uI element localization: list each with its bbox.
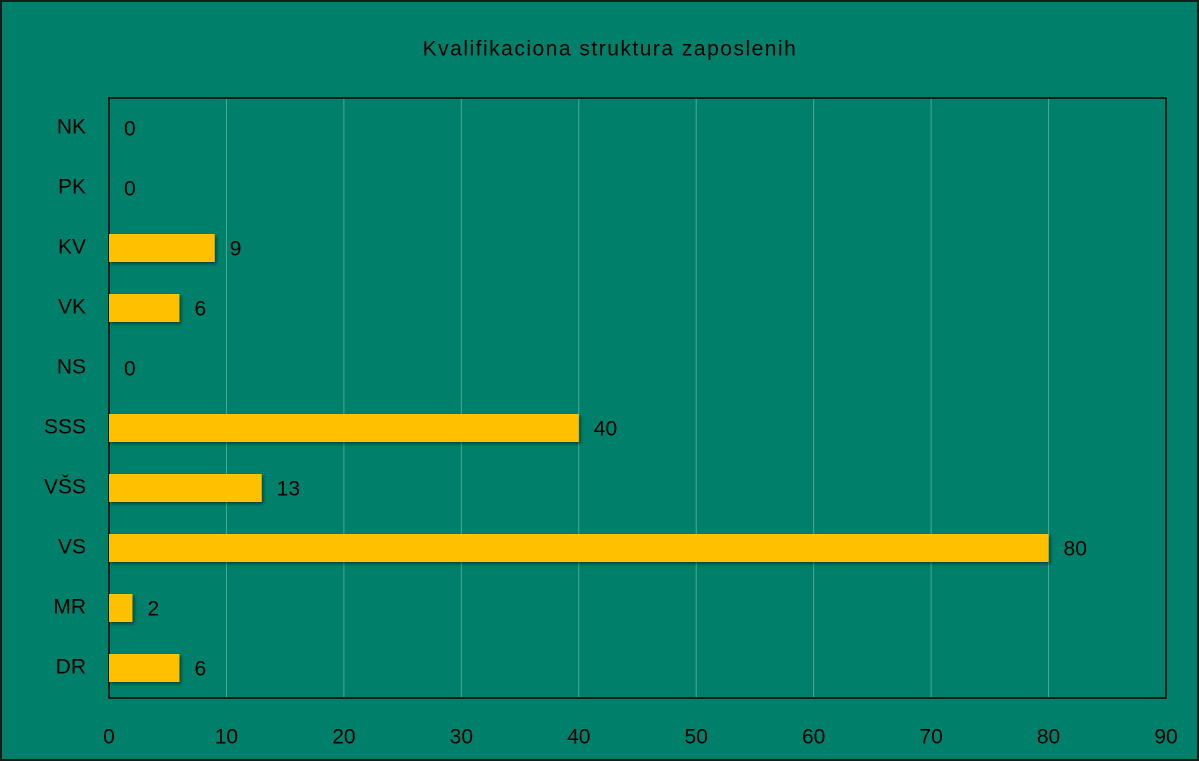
bar — [109, 294, 180, 322]
x-tick-label: 70 — [919, 726, 942, 749]
bar — [109, 594, 133, 622]
x-tick-label: 40 — [567, 726, 590, 749]
data-label: 9 — [230, 238, 242, 261]
y-tick-label: DR — [56, 656, 86, 679]
data-label: 6 — [194, 658, 206, 681]
y-tick-label: MR — [53, 596, 86, 619]
bar — [109, 474, 262, 502]
data-label: 13 — [277, 478, 300, 501]
bar — [109, 654, 180, 682]
data-label: 0 — [124, 178, 136, 201]
x-tick-label: 60 — [802, 726, 825, 749]
bar — [109, 414, 579, 442]
data-label: 40 — [594, 418, 617, 441]
data-label: 2 — [147, 598, 159, 621]
x-tick-label: 90 — [1154, 726, 1177, 749]
y-tick-label: VK — [58, 296, 86, 319]
x-tick-label: 20 — [332, 726, 355, 749]
y-tick-label: NS — [57, 356, 86, 379]
y-tick-label: SSS — [44, 416, 86, 439]
x-tick-label: 10 — [215, 726, 238, 749]
y-tick-label: VŠS — [44, 476, 86, 499]
x-tick-label: 30 — [450, 726, 473, 749]
y-tick-label: KV — [58, 236, 86, 259]
plot-area — [108, 97, 1167, 699]
data-label: 0 — [124, 358, 136, 381]
bar — [109, 534, 1049, 562]
data-label: 6 — [194, 298, 206, 321]
x-tick-label: 0 — [103, 726, 115, 749]
x-tick-label: 50 — [685, 726, 708, 749]
x-tick-label: 80 — [1037, 726, 1060, 749]
data-label: 0 — [124, 118, 136, 141]
y-tick-label: VS — [58, 536, 86, 559]
chart-title: Kvalifikaciona struktura zaposlenih — [423, 38, 798, 61]
data-label: 80 — [1064, 538, 1087, 561]
y-tick-label: NK — [57, 116, 86, 139]
y-tick-label: PK — [58, 176, 86, 199]
bar — [109, 234, 215, 262]
